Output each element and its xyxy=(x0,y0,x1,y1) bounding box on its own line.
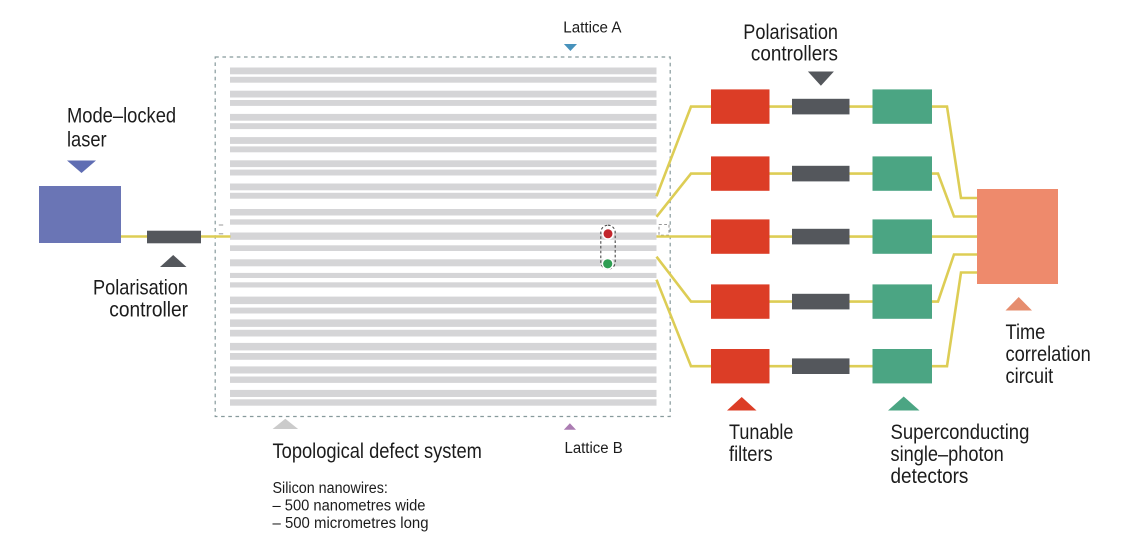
svg-text:Topological defect system: Topological defect system xyxy=(273,440,482,463)
svg-text:– 500 micrometres long: – 500 micrometres long xyxy=(273,515,429,532)
svg-text:detectors: detectors xyxy=(891,465,969,488)
svg-text:Silicon nanowires:: Silicon nanowires: xyxy=(273,480,388,497)
svg-text:Tunable: Tunable xyxy=(729,421,793,444)
svg-text:controller: controller xyxy=(109,299,188,322)
svg-text:Mode–locked: Mode–locked xyxy=(67,105,176,128)
svg-text:controllers: controllers xyxy=(751,43,838,66)
svg-text:Superconducting: Superconducting xyxy=(891,421,1030,444)
svg-text:filters: filters xyxy=(729,443,773,466)
svg-text:Lattice A: Lattice A xyxy=(563,20,622,37)
svg-text:Lattice B: Lattice B xyxy=(565,440,623,457)
svg-text:Polarisation: Polarisation xyxy=(743,21,838,44)
svg-text:correlation: correlation xyxy=(1006,343,1091,366)
svg-text:– 500 nanometres wide: – 500 nanometres wide xyxy=(273,498,426,515)
svg-text:circuit: circuit xyxy=(1006,365,1054,388)
svg-text:laser: laser xyxy=(67,129,107,152)
svg-text:Time: Time xyxy=(1006,321,1046,344)
svg-text:Polarisation: Polarisation xyxy=(93,277,188,300)
svg-text:single–photon: single–photon xyxy=(891,443,1004,466)
